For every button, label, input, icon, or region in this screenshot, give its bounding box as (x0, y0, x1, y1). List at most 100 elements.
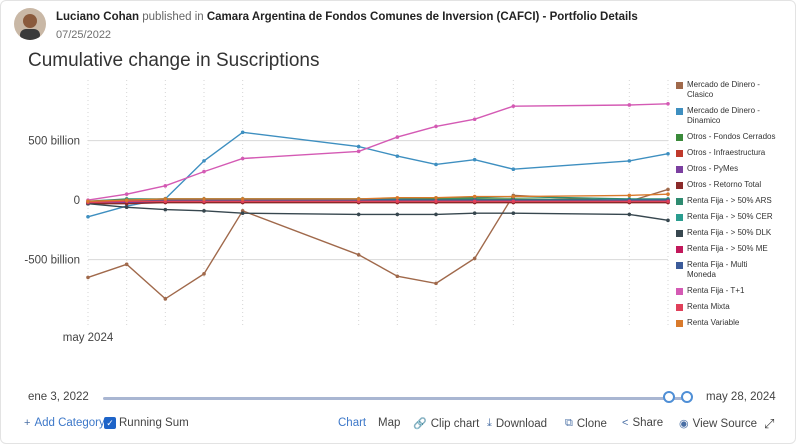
download-icon: ⤓ (487, 417, 492, 429)
legend-item[interactable]: Renta Fija - > 50% CER (676, 212, 776, 222)
running-sum-toggle[interactable]: ✓ Running Sum (104, 417, 189, 429)
chart-title: Cumulative change in Suscriptions (28, 50, 320, 71)
data-point (163, 207, 168, 212)
legend-item[interactable]: Renta Fija - > 50% DLK (676, 228, 776, 238)
data-point (627, 159, 632, 163)
data-point (511, 211, 516, 216)
data-point (124, 262, 129, 267)
data-point (240, 156, 245, 161)
legend-label: Otros - PyMes (687, 164, 739, 173)
data-point (472, 199, 477, 204)
legend-item[interactable]: Mercado de Dinero - Dinamico (676, 106, 776, 126)
legend-item[interactable]: Otros - Fondos Cerrados (676, 132, 776, 142)
series-line-10 (87, 199, 668, 204)
legend-item[interactable]: Renta Fija - > 50% ME (676, 244, 776, 254)
legend-label: Mercado de Dinero - Clasico (687, 80, 760, 99)
data-point (472, 194, 477, 199)
legend-swatch (676, 214, 683, 221)
series-line-12 (87, 200, 668, 204)
data-point (434, 162, 438, 167)
legend-item[interactable]: Otros - PyMes (676, 164, 776, 174)
legend-swatch (676, 82, 683, 89)
data-point (666, 218, 670, 223)
map-tab-label: Map (378, 417, 401, 429)
data-point (356, 197, 361, 201)
legend-swatch (676, 150, 683, 157)
legend-item[interactable]: Renta Mixta (676, 302, 776, 312)
view-source-button[interactable]: ◉ View Source (679, 417, 757, 431)
data-point (472, 157, 477, 162)
data-point (86, 275, 90, 280)
legend-item[interactable]: Renta Fija - Multi Moneda (676, 260, 776, 280)
series-line-13 (87, 193, 669, 202)
legend-item[interactable]: Renta Fija - > 50% ARS (676, 196, 776, 206)
share-button[interactable]: < Share (622, 417, 663, 429)
range-start-handle[interactable] (663, 391, 676, 403)
legend-label: Renta Fija - > 50% ME (687, 244, 768, 253)
data-point (511, 194, 516, 199)
data-point (511, 199, 516, 204)
data-point (202, 209, 206, 213)
data-point (434, 212, 438, 217)
data-point (627, 212, 632, 217)
y-tick-label: -500 billion (24, 255, 80, 267)
chart-toolbar: + Add Category ✓ Running Sum Chart Map 🔗… (0, 414, 796, 434)
legend-swatch (676, 304, 683, 311)
legend-item[interactable]: Renta Variable (676, 318, 776, 328)
legend-swatch (676, 288, 683, 295)
legend-item[interactable]: Mercado de Dinero - Clasico (676, 80, 776, 100)
publish-date: 07/25/2022 (56, 28, 112, 41)
legend-label: Renta Fija - > 50% CER (687, 212, 773, 221)
legend-item[interactable]: Otros - Retorno Total (676, 180, 776, 190)
legend-label: Otros - Infraestructura (687, 148, 766, 157)
data-point (472, 256, 477, 261)
series-line-5 (88, 201, 668, 205)
data-point (86, 214, 90, 219)
data-point (356, 149, 361, 154)
page-link[interactable]: Portfolio Details (549, 11, 638, 23)
data-point (395, 135, 400, 139)
data-point (666, 151, 670, 156)
add-category-button[interactable]: + Add Category (24, 417, 105, 429)
legend-item[interactable]: Otros - Infraestructura (676, 148, 776, 158)
author-name[interactable]: Luciano Cohan (56, 11, 140, 23)
y-tick-label: 0 (74, 195, 80, 207)
range-end-handle[interactable] (681, 391, 693, 403)
series-line-8 (87, 203, 669, 221)
data-point (511, 104, 516, 108)
data-point (202, 169, 206, 174)
data-point (163, 197, 168, 201)
clip-chart-button[interactable]: 🔗 Clip chart (413, 417, 479, 431)
chart-tab[interactable]: Chart (338, 417, 366, 429)
range-start-label: ene 3, 2022 (28, 391, 89, 403)
running-sum-label: Running Sum (119, 417, 189, 429)
legend-swatch (676, 320, 683, 327)
data-point (240, 211, 245, 216)
published-text: published in (142, 11, 204, 23)
clone-label: Clone (576, 417, 607, 430)
data-point (395, 274, 400, 279)
legend-label: Renta Fija - T+1 (687, 286, 745, 295)
data-point (395, 154, 400, 158)
data-point (666, 199, 670, 204)
download-button[interactable]: ⤓ Download (487, 417, 547, 430)
legend-label: Renta Fija - Multi Moneda (687, 260, 748, 279)
clone-button[interactable]: ⧉ Clone (565, 417, 607, 430)
post-header: Luciano Cohan published in Camara Argent… (14, 8, 638, 42)
expand-icon[interactable]: ⤢ (764, 416, 775, 431)
range-slider-track[interactable] (103, 397, 687, 400)
author-avatar[interactable] (14, 8, 46, 40)
data-point (666, 187, 670, 192)
data-point (434, 195, 438, 200)
view-source-label: View Source (692, 417, 757, 430)
data-point (434, 124, 438, 129)
publication-link[interactable]: Camara Argentina de Fondos Comunes de In… (206, 11, 540, 23)
legend-label: Renta Fija - > 50% ARS (687, 196, 772, 205)
map-tab[interactable]: Map (378, 417, 400, 429)
data-point (395, 212, 400, 217)
data-point (356, 253, 361, 257)
chart-tab-label: Chart (338, 417, 367, 429)
legend-item[interactable]: Renta Fija - T+1 (676, 286, 776, 296)
legend-swatch (676, 246, 683, 253)
